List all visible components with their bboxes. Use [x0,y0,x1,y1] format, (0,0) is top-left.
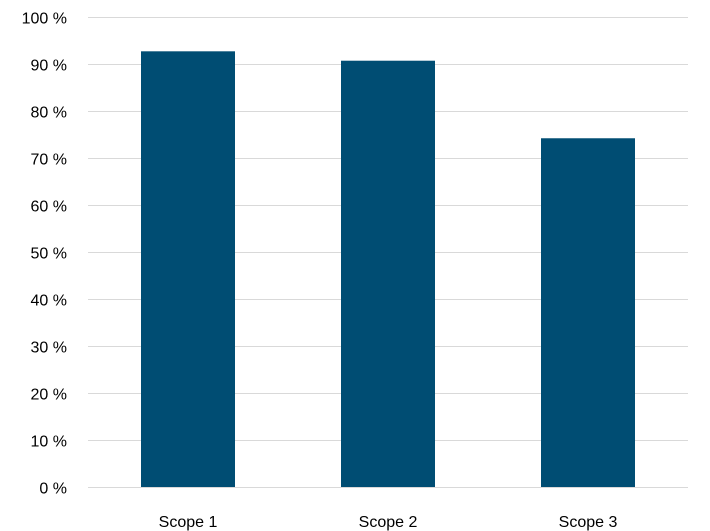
y-tick-label: 10 % [31,434,67,451]
y-axis-tick-labels: 0 % 10 % 20 % 30 % 40 % 50 % 60 % 70 % 80 % 90 % 1… [22,11,67,498]
y-tick-label: 90 % [31,58,67,75]
bar [141,51,235,488]
y-tick-label: 40 % [31,293,67,310]
y-tick-label: 50 % [31,246,67,263]
y-tick-label: 80 % [31,105,67,122]
bar [341,60,435,488]
x-category-label: Scope 1 [159,514,218,531]
x-category-label: Scope 2 [359,514,418,531]
y-tick-label: 60 % [31,199,67,216]
x-axis-category-labels: Scope 1 Scope 2 Scope 3 [159,514,618,531]
x-category-label: Scope 3 [559,514,618,531]
y-tick-label: 100 % [22,11,67,28]
y-tick-label: 30 % [31,340,67,357]
bars [141,51,635,488]
y-tick-label: 0 % [39,481,67,498]
bar [541,138,635,487]
y-tick-label: 20 % [31,387,67,404]
y-tick-label: 70 % [31,152,67,169]
